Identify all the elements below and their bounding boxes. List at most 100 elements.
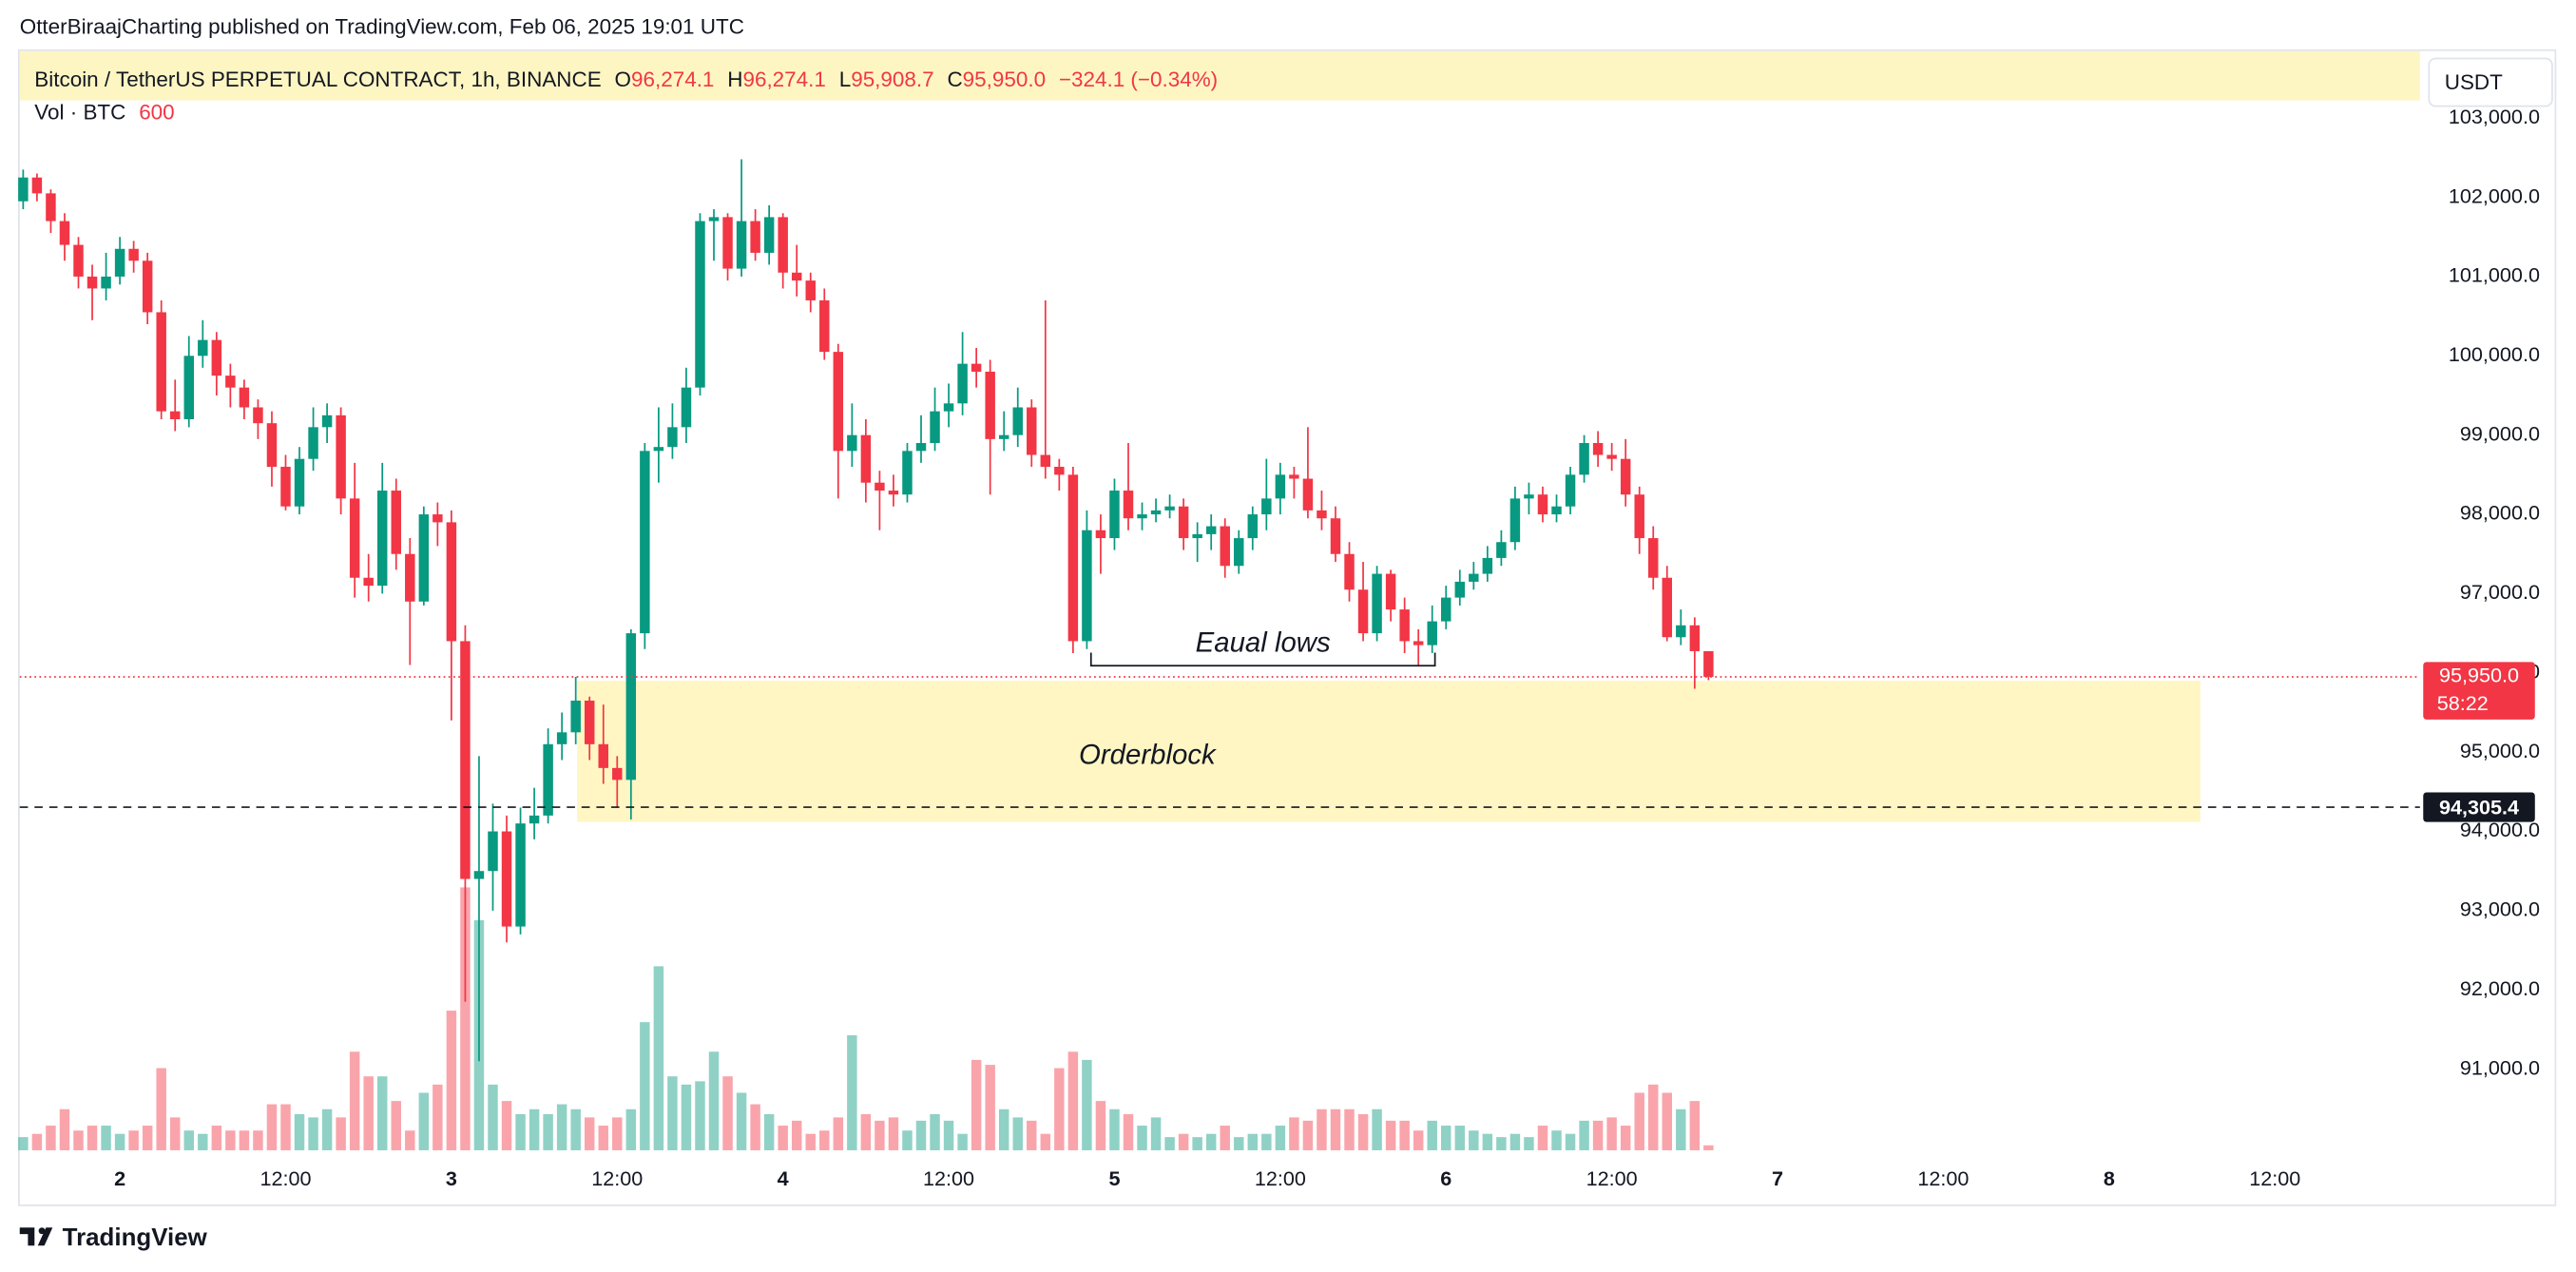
legend: Bitcoin / TetherUS PERPETUAL CONTRACT, 1… — [34, 67, 1218, 91]
volume-bar — [902, 1130, 913, 1150]
last-price-tag — [2423, 662, 2535, 720]
volume-bar — [722, 1076, 733, 1150]
volume-bar — [1192, 1137, 1202, 1150]
candle-body — [998, 434, 1009, 439]
candle-body — [556, 732, 567, 744]
volume-bar — [667, 1076, 678, 1150]
candle-body — [253, 407, 263, 424]
volume-bar — [225, 1130, 236, 1150]
volume-bar — [1565, 1133, 1576, 1150]
volume-bar — [1040, 1133, 1051, 1150]
candle-body — [1178, 506, 1189, 539]
candle-body — [18, 177, 29, 202]
y-tick-label: 93,000.0 — [2460, 897, 2540, 921]
equal-lows-label: Eaual lows — [1196, 627, 1331, 659]
legend-field-value: 96,274.1 — [742, 67, 825, 91]
volume-bar — [198, 1133, 208, 1150]
candle-body — [46, 193, 56, 222]
volume-bar — [1413, 1130, 1424, 1150]
currency-button[interactable] — [2428, 57, 2553, 107]
volume-bar — [1454, 1126, 1466, 1150]
volume-bar — [128, 1130, 139, 1150]
volume-bar — [971, 1059, 982, 1150]
volume-bar — [418, 1092, 430, 1150]
volume-bar — [1317, 1108, 1327, 1150]
volume-bar — [1441, 1126, 1451, 1150]
volume-bar — [1703, 1145, 1714, 1150]
volume-bar — [1082, 1059, 1092, 1150]
y-tick-label: 99,000.0 — [2460, 421, 2540, 445]
candle-body — [1606, 454, 1617, 459]
volume-bar — [805, 1133, 816, 1150]
volume-bar — [1427, 1120, 1437, 1150]
candle-body — [930, 411, 940, 444]
volume-bar — [653, 966, 664, 1150]
candle-body — [1372, 573, 1382, 634]
candle-body — [336, 414, 346, 499]
candle-body — [640, 451, 650, 634]
candle-body — [1565, 474, 1576, 507]
candle-body — [321, 414, 333, 428]
volume-bar — [253, 1130, 263, 1150]
legend-band — [19, 50, 2420, 101]
x-tick-label: 12:00 — [1586, 1166, 1638, 1190]
candle-body — [529, 815, 540, 824]
volume-bar — [1205, 1133, 1217, 1150]
volume-bar — [833, 1117, 844, 1150]
legend-field-value: 96,274.1 — [631, 67, 714, 91]
volume-bar — [1537, 1126, 1548, 1150]
volume-bar — [1469, 1130, 1479, 1150]
candle-body — [1344, 553, 1355, 590]
candle-body — [211, 339, 222, 376]
volume-bar — [860, 1113, 872, 1150]
candle-body — [625, 633, 637, 781]
volume-bar — [1524, 1137, 1534, 1150]
volume-bar — [1137, 1126, 1147, 1150]
horizontal-line-label: 94,305.4 — [2439, 796, 2519, 819]
candle-body — [681, 387, 692, 428]
volume-bar — [308, 1117, 318, 1150]
candle-body — [1027, 407, 1037, 455]
x-tick-label: 12:00 — [1917, 1166, 1969, 1190]
volume-bar — [488, 1084, 498, 1150]
candle-body — [114, 248, 125, 277]
volume-bar — [460, 887, 471, 1150]
candle-body — [1496, 542, 1507, 558]
candle-body — [1648, 538, 1659, 578]
y-tick-label: 91,000.0 — [2460, 1055, 2540, 1079]
candle-body — [902, 451, 913, 495]
candle-body — [363, 577, 374, 587]
candle-body — [1123, 491, 1134, 519]
volume-bar — [1606, 1117, 1617, 1150]
volume-bar — [1123, 1113, 1134, 1150]
volume-bar — [1496, 1137, 1507, 1150]
chart-frame — [18, 48, 2557, 1206]
volume-bar — [405, 1130, 415, 1150]
volume-bar — [59, 1108, 70, 1150]
volume-bar — [625, 1108, 637, 1150]
volume-bar — [446, 1011, 457, 1150]
candle-body — [1441, 597, 1451, 622]
x-tick-label: 5 — [1108, 1166, 1120, 1190]
volume-bar — [736, 1092, 747, 1150]
candle-body — [778, 217, 788, 273]
volume-bar — [915, 1120, 927, 1150]
volume-title: Vol · BTC — [34, 100, 125, 124]
volume-bar — [363, 1076, 374, 1150]
candle-body — [1012, 407, 1023, 435]
volume-bar — [791, 1120, 802, 1150]
volume-bar — [1357, 1113, 1369, 1150]
volume-bar — [1662, 1092, 1673, 1150]
equal-lows-bracket — [1089, 652, 1436, 667]
candle-body — [1676, 625, 1686, 638]
candle-body — [612, 767, 623, 781]
candle-body — [1164, 506, 1175, 511]
volume-bar — [778, 1126, 788, 1150]
candle-body — [376, 491, 388, 587]
volume-bar — [1551, 1130, 1562, 1150]
volume-bar — [101, 1126, 111, 1150]
volume-bar — [1330, 1108, 1341, 1150]
candle-body — [418, 514, 430, 602]
currency[interactable]: USDT — [2445, 70, 2503, 94]
